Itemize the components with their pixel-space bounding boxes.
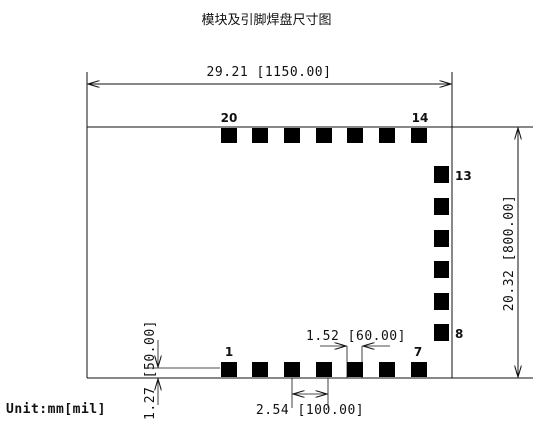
pin-label-7: 7 — [414, 345, 422, 359]
edge-offset-dimension: 1.27 [50.00] — [143, 320, 220, 420]
pad-8 — [434, 324, 449, 341]
width-dimension: 29.21 [1150.00] — [86, 65, 451, 127]
pad-pitch-label: 2.54 [100.00] — [256, 403, 364, 418]
pads — [221, 128, 449, 377]
pad-19 — [252, 128, 268, 143]
pad-17 — [316, 128, 332, 143]
pad-10 — [434, 261, 449, 278]
pin-label-8: 8 — [455, 327, 463, 341]
width-dimension-label: 29.21 [1150.00] — [207, 65, 332, 80]
pad-13 — [434, 166, 449, 183]
page-title: 模块及引脚焊盘尺寸图 — [201, 13, 332, 28]
pin-label-14: 14 — [412, 111, 429, 125]
pad-20 — [221, 128, 237, 143]
unit-label: Unit:mm[mil] — [6, 402, 106, 417]
pad-16 — [347, 128, 363, 143]
pad-4 — [316, 362, 332, 377]
pad-14 — [411, 128, 427, 143]
pin-label-20: 20 — [221, 111, 238, 125]
pin-label-1: 1 — [225, 345, 233, 359]
pad-6 — [379, 362, 395, 377]
pad-2 — [252, 362, 268, 377]
pad-11 — [434, 230, 449, 247]
pad-18 — [284, 128, 300, 143]
pad-1 — [221, 362, 237, 377]
edge-offset-label: 1.27 [50.00] — [143, 320, 158, 420]
pad-7 — [411, 362, 427, 377]
pad-pitch-dimension: 2.54 [100.00] — [256, 378, 364, 418]
pad-3 — [284, 362, 300, 377]
pad-9 — [434, 293, 449, 310]
height-dimension-label: 20.32 [800.00] — [502, 195, 517, 312]
pad-5 — [347, 362, 363, 377]
pad-spacing-label: 1.52 [60.00] — [306, 329, 406, 344]
height-dimension: 20.32 [800.00] — [502, 128, 518, 377]
pad-15 — [379, 128, 395, 143]
pin-label-13: 13 — [455, 169, 472, 183]
pad-12 — [434, 198, 449, 215]
